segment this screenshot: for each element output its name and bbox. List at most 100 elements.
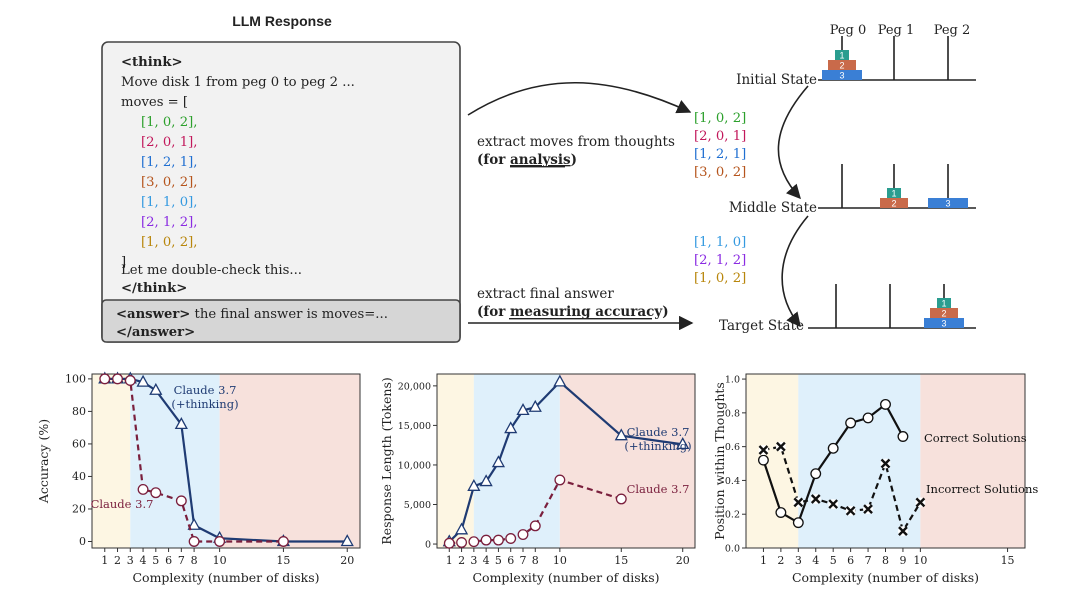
x-axis-label: Complexity (number of disks) [472,570,659,585]
disk-label: 1 [891,189,896,199]
data-point [517,529,529,541]
data-point [810,468,822,480]
position-within-thoughts-chart: 1 2 3 4 5 6 7 8 9 10 15 0.0 0.2 0.4 0.6 0.8 1.0 Complexit… [712,373,1038,585]
data-point [775,441,786,452]
data-point [828,499,839,510]
x-tick-label: 15 [614,554,628,567]
data-point [214,536,226,547]
x-tick-label: 10 [213,554,227,567]
data-point [554,474,566,486]
data-point [150,487,162,499]
x-tick-label: 7 [865,554,872,567]
y-axis-label: Position within Thoughts [712,382,727,540]
complexity-region [437,374,474,548]
y-tick-label: 20,000 [398,381,431,392]
disk-1 [835,50,849,60]
state-arrow-2 [781,215,809,328]
extracted-move: [1, 0, 2] [694,111,746,126]
x-tick-label: 7 [178,554,185,567]
series-label: Claude 3.7 [627,425,690,439]
data-point [175,495,187,507]
x-tick-label: 8 [532,554,539,567]
data-point [136,374,150,387]
data-point [880,398,891,410]
x-tick-label: 4 [483,554,490,567]
extracted-move: [1, 1, 0] [694,235,746,250]
data-point [504,421,518,434]
data-point [277,536,289,547]
y-tick-label: 0 [425,540,431,551]
data-point [827,442,839,454]
disk-label: 3 [839,71,844,81]
marker-x [758,445,769,455]
y-tick-label: 0.4 [725,476,740,487]
marker-x [845,505,856,516]
data-point [880,458,891,469]
extracted-move: [2, 1, 2] [694,253,746,268]
x-tick-label: 3 [127,554,134,567]
series-label: Correct Solutions [924,431,1027,445]
disk-2 [880,198,908,208]
answer-box [101,299,461,343]
x-tick-label: 4 [812,554,819,567]
state-label: Middle State [729,200,817,216]
data-point [915,497,926,508]
x-tick-label: 6 [507,554,514,567]
y-tick-label: 60 [72,437,86,450]
data-point [529,520,541,532]
data-point [491,455,506,468]
complexity-region [746,374,799,548]
x-tick-label: 4 [140,554,147,567]
data-point [553,374,567,387]
data-point [187,517,201,530]
data-point [468,536,480,548]
data-point [467,478,481,491]
peg-label: Peg 1 [878,23,915,38]
x-axis-label: Complexity (number of disks) [792,570,979,585]
moves-open: moves = [ [121,95,188,110]
complexity-region [130,374,220,548]
thoughts-purpose: (for analysis) [477,152,577,168]
data-point [454,522,469,535]
series-label: (+thinking) [171,397,238,411]
marker-x [793,497,804,508]
x-tick-label: 3 [470,554,477,567]
x-tick-label: 3 [795,554,802,567]
thought-move: [1, 1, 0], [141,195,197,210]
series-label: Claude 3.7 [174,383,237,397]
accuracy-chart: 1 2 3 4 5 6 7 8 10 15 20 0 20 40 60 80 100 Complexity (nu… [36,371,361,585]
extracted-move: [1, 0, 2] [694,271,746,286]
y-axis-label: Response Length (Tokens) [379,377,394,544]
x-tick-label: 1 [101,554,108,567]
x-tick-label: 1 [446,554,453,567]
marker-x [810,494,821,504]
state-label: Initial State [736,72,817,88]
data-point [505,533,517,544]
y-tick-label: 0.2 [725,510,740,521]
data-point [443,537,455,549]
x-tick-label: 2 [458,554,465,567]
data-point [758,445,769,456]
extracted-move: [1, 2, 1] [694,147,746,162]
disk-2 [828,60,856,70]
data-point [137,484,149,495]
extract-thoughts-arrow [467,81,692,116]
x-tick-label: 10 [913,554,927,567]
disk-label: 1 [839,51,844,61]
data-point [480,534,492,546]
x-tick-label: 8 [191,554,198,567]
disk-1 [887,188,901,198]
x-axis-label: Complexity (number of disks) [132,570,319,585]
disk-label: 1 [941,299,946,309]
plot-frame [91,373,361,549]
thought-move: [1, 0, 2], [141,115,197,130]
moves-close: ] [121,255,126,270]
series-label: (+thinking) [624,439,691,453]
data-point [492,534,504,546]
marker-x [828,499,839,509]
y-axis-label: Accuracy (%) [36,419,51,504]
series-line [763,445,922,534]
y-tick-label: 0 [79,535,86,548]
x-tick-label: 20 [340,554,354,567]
